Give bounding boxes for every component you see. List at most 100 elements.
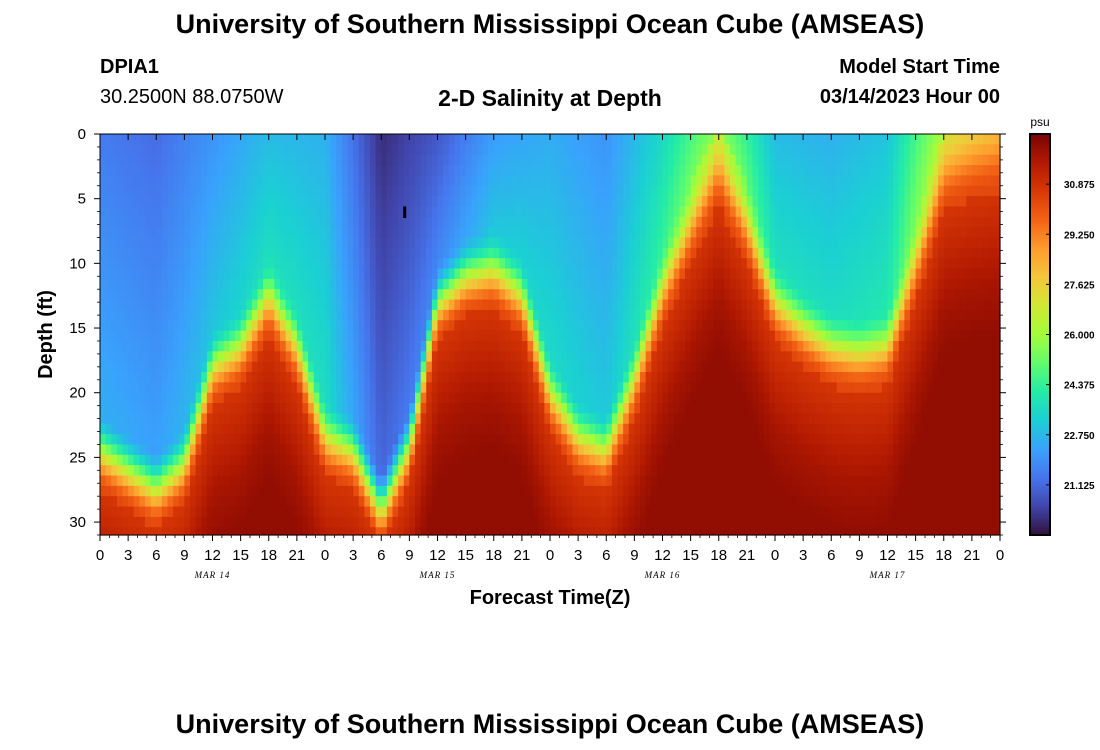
heatmap-cell [786,485,793,497]
heatmap-cell [206,454,214,466]
heatmap-cell [150,403,157,415]
heatmap-cell [662,340,669,352]
heatmap-cell [443,372,450,383]
heatmap-cell [763,289,770,301]
heatmap-cell [336,465,343,477]
heatmap-cell [431,485,439,497]
heatmap-cell [735,454,742,466]
heatmap-cell [268,392,275,404]
heatmap-cell [572,516,579,528]
heatmap-cell [454,258,461,270]
heatmap-cell [566,403,574,415]
heatmap-cell [296,516,304,528]
heatmap-cell [521,351,529,363]
heatmap-cell [566,330,574,342]
heatmap-cell [786,289,793,301]
heatmap-cell [201,320,208,332]
heatmap-cell [460,309,467,321]
heatmap-cell [386,475,394,487]
heatmap-cell [803,351,810,363]
heatmap-cell [707,134,714,145]
heatmap-cell [808,154,815,166]
heatmap-cell [229,289,236,301]
heatmap-cell [358,299,365,311]
heatmap-cell [285,392,292,404]
heatmap-cell [521,496,529,508]
heatmap-cell [707,320,714,332]
heatmap-cell [724,289,731,301]
heatmap-cell [623,465,630,477]
heatmap-cell [685,485,692,497]
heatmap-cell [133,372,140,383]
heatmap-cell [240,144,247,156]
heatmap-cell [656,485,664,497]
heatmap-cell [161,454,169,466]
heatmap-cell [572,496,579,508]
heatmap-cell [150,320,157,332]
heatmap-cell [184,289,191,301]
heatmap-cell [100,506,107,518]
heatmap-cell [454,309,461,321]
heatmap-cell [313,413,320,425]
heatmap-cell [758,154,765,166]
heatmap-cell [808,216,815,228]
heatmap-cell [505,527,512,536]
heatmap-cell [122,309,129,321]
heatmap-cell [533,403,540,415]
heatmap-cell [724,382,731,394]
heatmap-cell [443,278,450,290]
heatmap-cell [516,196,523,208]
heatmap-cell [752,144,759,156]
heatmap-cell [415,496,422,508]
heatmap-cell [263,196,270,208]
heatmap-cell [471,403,478,415]
heatmap-cell [544,237,551,249]
heatmap-cell [409,247,416,259]
heatmap-cell [814,413,821,425]
heatmap-cell [780,423,787,435]
heatmap-cell [471,278,478,290]
heatmap-cell [561,516,568,528]
heatmap-cell [791,299,799,311]
heatmap-cell [555,506,562,518]
heatmap-cell [246,196,253,208]
heatmap-cell [521,144,529,156]
heatmap-cell [460,196,467,208]
heatmap-cell [589,382,596,394]
heatmap-cell [145,320,152,332]
heatmap-cell [679,516,686,528]
heatmap-cell [280,144,287,156]
heatmap-cell [679,423,686,435]
heatmap-cell [218,227,225,239]
heatmap-cell [505,320,512,332]
heatmap-cell [448,516,455,528]
heatmap-cell [460,175,467,187]
heatmap-cell [341,237,349,249]
heatmap-cell [420,485,427,497]
heatmap-cell [145,444,152,456]
heatmap-cell [150,289,157,301]
heatmap-cell [392,485,399,497]
heatmap-cell [668,423,675,435]
heatmap-cell [257,134,264,145]
heatmap-cell [212,175,219,187]
heatmap-cell [685,527,692,536]
heatmap-cell [454,506,461,518]
heatmap-cell [403,444,410,456]
heatmap-cell [347,351,354,363]
heatmap-cell [420,382,427,394]
heatmap-cell [122,268,129,280]
heatmap-cell [713,506,720,518]
heatmap-cell [499,237,506,249]
heatmap-cell [437,185,444,197]
heatmap-cell [718,454,725,466]
heatmap-cell [595,506,602,518]
heatmap-cell [448,403,455,415]
heatmap-cell [280,392,287,404]
heatmap-cell [139,227,146,239]
heatmap-cell [510,258,517,270]
heatmap-cell [488,361,495,373]
heatmap-cell [628,506,635,518]
heatmap-cell [313,444,320,456]
heatmap-cell [116,361,124,373]
